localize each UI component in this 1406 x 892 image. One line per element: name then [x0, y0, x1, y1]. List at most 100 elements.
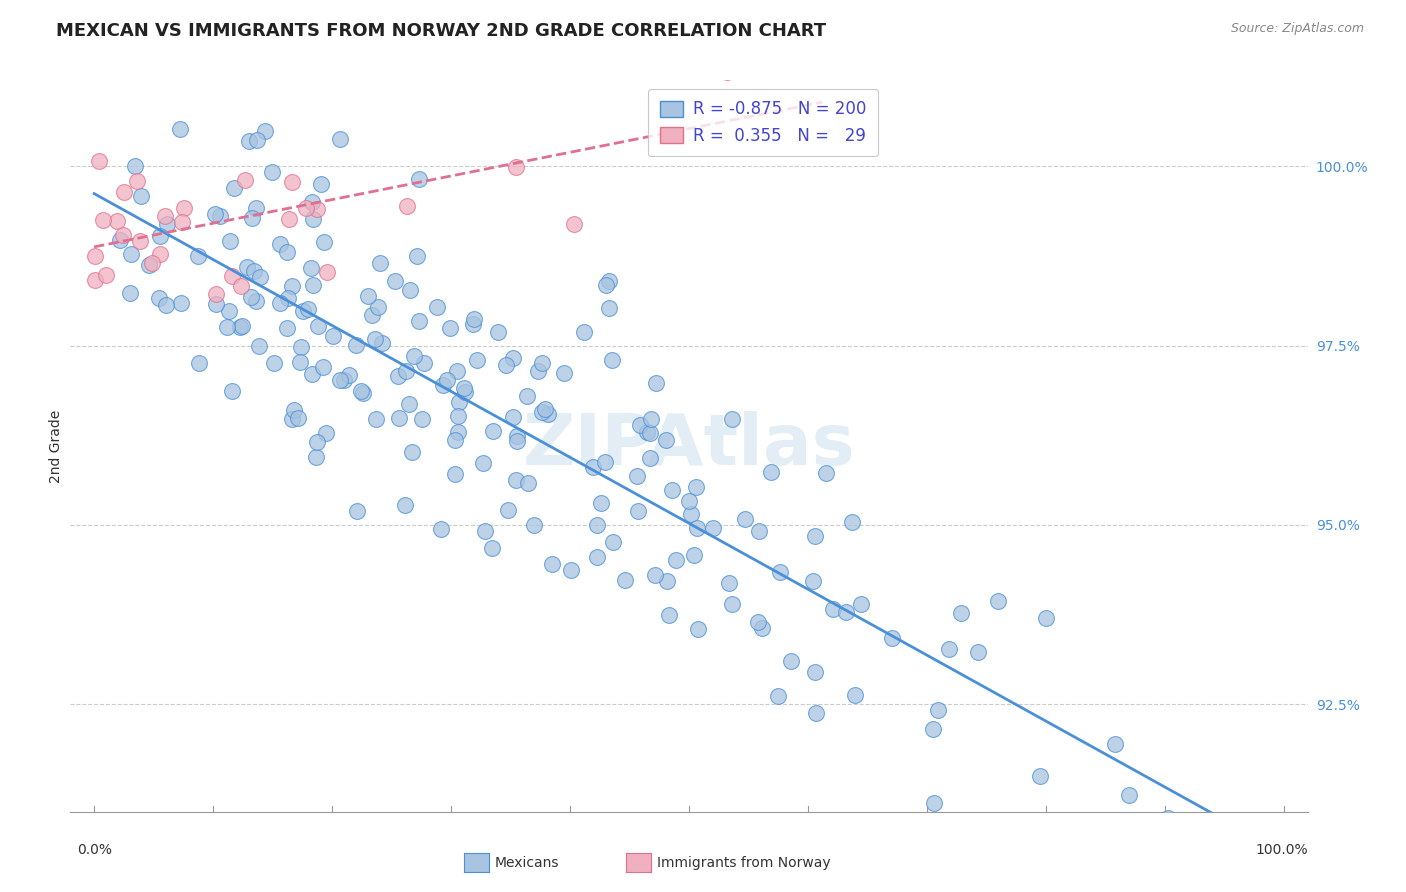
Legend: R = -0.875   N = 200, R =  0.355   N =   29: R = -0.875 N = 200, R = 0.355 N = 29	[648, 88, 879, 156]
Point	[322, 329, 344, 343]
Point	[254, 124, 277, 138]
Point	[333, 373, 356, 387]
Point	[141, 256, 163, 270]
Point	[436, 373, 458, 387]
Point	[204, 207, 226, 221]
Point	[311, 359, 333, 374]
Point	[844, 688, 866, 702]
Point	[269, 295, 291, 310]
Point	[307, 435, 329, 450]
Point	[1035, 611, 1057, 625]
Point	[496, 503, 519, 517]
Point	[229, 319, 252, 334]
Point	[364, 412, 387, 426]
Point	[769, 565, 792, 579]
Point	[153, 209, 176, 223]
Point	[495, 358, 517, 372]
Point	[262, 165, 284, 179]
Point	[505, 160, 527, 174]
Point	[360, 309, 382, 323]
Point	[305, 450, 328, 465]
Point	[685, 480, 707, 494]
Point	[506, 429, 529, 443]
Point	[309, 177, 332, 191]
Point	[823, 602, 845, 616]
Point	[276, 321, 298, 335]
Point	[352, 386, 374, 401]
Point	[432, 378, 454, 392]
Point	[591, 496, 613, 510]
Point	[173, 201, 195, 215]
Point	[404, 349, 426, 363]
Text: MEXICAN VS IMMIGRANTS FROM NORWAY 2ND GRADE CORRELATION CHART: MEXICAN VS IMMIGRANTS FROM NORWAY 2ND GR…	[56, 22, 827, 40]
Point	[1219, 864, 1241, 879]
Point	[585, 518, 607, 533]
Point	[841, 515, 863, 529]
Point	[399, 284, 422, 298]
Point	[537, 407, 560, 421]
Point	[356, 289, 378, 303]
Point	[927, 703, 949, 717]
Point	[408, 314, 430, 328]
Point	[849, 597, 872, 611]
Point	[245, 293, 267, 308]
Point	[295, 201, 318, 215]
Point	[598, 301, 620, 315]
Point	[231, 279, 253, 293]
Point	[640, 451, 662, 466]
Point	[530, 357, 553, 371]
Point	[523, 517, 546, 532]
Point	[387, 368, 409, 383]
Point	[292, 304, 315, 318]
Text: Source: ZipAtlas.com: Source: ZipAtlas.com	[1230, 22, 1364, 36]
Point	[247, 338, 270, 352]
Point	[640, 425, 662, 440]
Point	[240, 290, 263, 304]
Point	[453, 381, 475, 395]
Point	[562, 217, 585, 231]
Point	[645, 376, 668, 390]
Point	[233, 173, 256, 187]
Point	[683, 548, 706, 562]
Point	[801, 574, 824, 589]
Point	[236, 260, 259, 274]
Point	[747, 615, 769, 629]
Point	[170, 215, 193, 229]
Point	[585, 550, 607, 565]
Point	[759, 465, 782, 479]
Point	[478, 53, 501, 67]
Text: 100.0%: 100.0%	[1256, 843, 1308, 857]
Point	[595, 277, 617, 292]
Point	[721, 412, 744, 426]
Point	[967, 645, 990, 659]
Point	[329, 373, 352, 387]
Point	[395, 199, 418, 213]
Point	[553, 366, 575, 380]
Point	[124, 159, 146, 173]
Point	[112, 185, 135, 199]
Point	[395, 364, 418, 378]
Point	[630, 417, 652, 432]
Point	[505, 473, 527, 487]
Point	[301, 260, 323, 275]
Point	[128, 234, 150, 248]
Point	[716, 64, 738, 78]
Point	[315, 426, 337, 441]
Point	[751, 622, 773, 636]
Point	[411, 412, 433, 426]
Point	[636, 425, 658, 439]
Point	[205, 287, 228, 301]
Point	[439, 320, 461, 334]
Point	[600, 352, 623, 367]
Point	[368, 256, 391, 270]
Point	[779, 654, 801, 668]
Text: ZIPAtlas: ZIPAtlas	[523, 411, 855, 481]
Point	[307, 202, 329, 216]
Point	[170, 295, 193, 310]
Point	[534, 402, 557, 417]
Point	[398, 397, 420, 411]
Point	[614, 573, 637, 587]
Point	[640, 412, 662, 426]
Point	[657, 574, 679, 588]
Point	[249, 269, 271, 284]
